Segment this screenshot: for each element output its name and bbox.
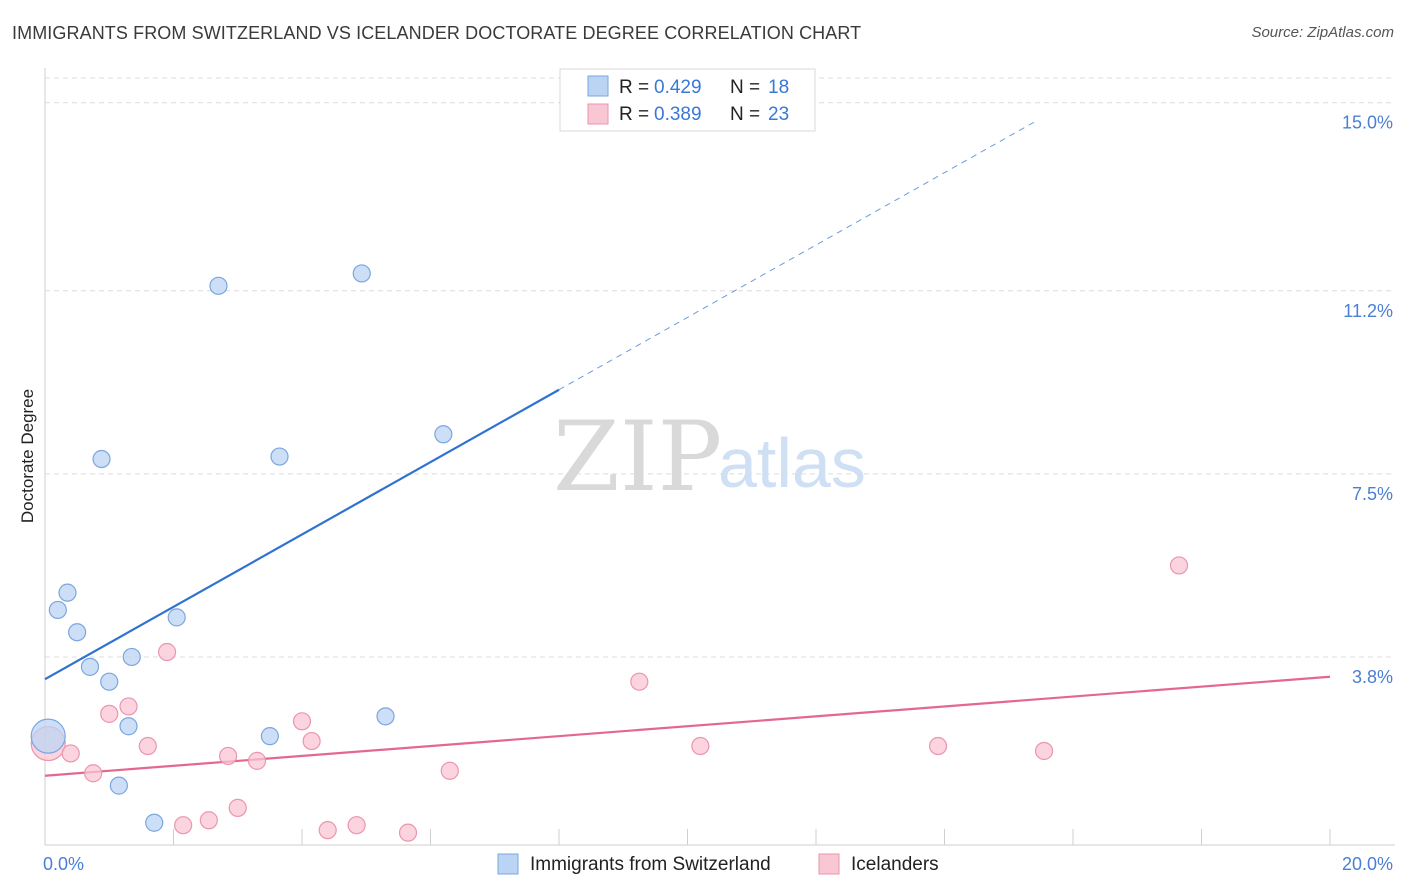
y-axis-title: Doctorate Degree (18, 389, 37, 523)
y-tick-label: 11.2% (1343, 301, 1393, 321)
point-switzerland (145, 813, 164, 832)
y-tick-label: 15.0% (1342, 113, 1393, 133)
point-switzerland (80, 657, 100, 676)
point-switzerland (100, 672, 119, 691)
point-icelanders (347, 816, 366, 835)
trend-line-switzerland (44, 388, 560, 681)
point-icelanders (157, 642, 177, 662)
trend-line-switzerland-extension (558, 121, 1035, 391)
point-switzerland (92, 449, 111, 469)
point-switzerland (119, 717, 138, 736)
trend-line-icelanders (44, 675, 1331, 777)
y-tick-label: 3.8% (1352, 667, 1393, 687)
x-tick-label-min: 0.0% (43, 854, 84, 874)
point-icelanders (318, 821, 337, 840)
point-icelanders (100, 704, 119, 723)
legend-n-label-1: N = (730, 77, 760, 98)
point-switzerland (209, 276, 228, 295)
point-icelanders (199, 811, 218, 830)
point-switzerland (167, 608, 186, 627)
legend-r-label-2: R = (619, 104, 649, 125)
source-credit: Source: ZipAtlas.com (1251, 24, 1394, 41)
series-legend: Immigrants from Switzerland Icelanders (497, 853, 939, 875)
point-switzerland (352, 264, 371, 283)
watermark-atlas: atlas (718, 424, 866, 502)
point-switzerland (58, 583, 77, 602)
point-switzerland (30, 718, 66, 754)
point-icelanders (292, 712, 312, 731)
watermark: ZIP atlas (553, 401, 866, 513)
point-switzerland (270, 447, 289, 466)
legend-swatch-switzerland (587, 75, 609, 97)
chart-title: IMMIGRANTS FROM SWITZERLAND VS ICELANDER… (12, 23, 862, 43)
point-icelanders (928, 736, 948, 756)
point-icelanders (61, 744, 80, 763)
point-icelanders (84, 764, 103, 783)
watermark-zip: ZIP (553, 401, 722, 513)
point-switzerland (48, 600, 67, 620)
bottom-legend-label-switzerland: Immigrants from Switzerland (530, 854, 771, 875)
point-icelanders (1034, 741, 1054, 761)
point-icelanders (138, 736, 157, 756)
tick-labels: 3.8% 7.5% 11.2% 15.0% 0.0% 20.0% (43, 113, 1393, 874)
axes (44, 68, 1395, 846)
point-switzerland (376, 707, 395, 726)
point-switzerland (434, 425, 453, 444)
bottom-legend-label-icelanders: Icelanders (851, 854, 939, 875)
legend-r-label-1: R = (619, 77, 649, 98)
point-switzerland (68, 623, 87, 642)
legend-r-value-2: 0.389 (654, 104, 702, 125)
point-switzerland (260, 727, 279, 746)
y-tick-label: 7.5% (1352, 484, 1393, 504)
point-icelanders (119, 697, 138, 716)
legend-n-label-2: N = (730, 104, 760, 125)
data-points (30, 264, 1189, 842)
point-icelanders (302, 731, 321, 751)
point-icelanders (630, 672, 649, 691)
point-icelanders (228, 798, 247, 817)
point-icelanders (440, 761, 459, 780)
grid-lines (45, 77, 1395, 658)
point-icelanders (174, 816, 193, 835)
legend-n-value-2: 23 (768, 104, 789, 125)
point-icelanders (691, 736, 710, 756)
legend-n-value-1: 18 (768, 77, 789, 98)
point-icelanders (219, 746, 238, 766)
correlation-legend: R = 0.429 N = 18 R = 0.389 N = 23 (559, 68, 816, 132)
bottom-legend-swatch-switzerland (497, 853, 519, 875)
point-icelanders (247, 751, 267, 770)
x-tick-label-max: 20.0% (1342, 854, 1393, 874)
legend-r-value-1: 0.429 (654, 77, 702, 98)
point-switzerland (122, 647, 141, 667)
point-switzerland (109, 776, 128, 795)
bottom-legend-swatch-icelanders (818, 853, 840, 875)
legend-swatch-icelanders (587, 103, 609, 125)
point-icelanders (1169, 556, 1189, 575)
point-icelanders (398, 823, 418, 842)
